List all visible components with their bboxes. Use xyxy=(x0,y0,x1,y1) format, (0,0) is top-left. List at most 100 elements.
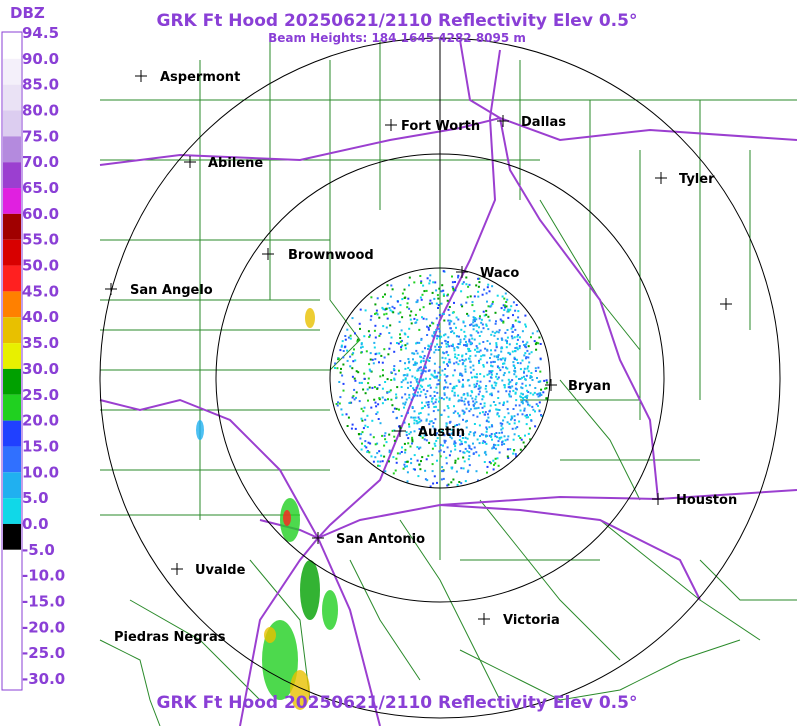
echo xyxy=(479,380,482,383)
echo xyxy=(433,395,436,397)
echo xyxy=(490,424,493,427)
echo xyxy=(433,362,436,365)
echo xyxy=(429,485,432,488)
echo xyxy=(511,427,514,430)
echo xyxy=(392,311,395,314)
echo xyxy=(451,330,454,333)
echo xyxy=(407,386,409,389)
echo xyxy=(508,422,511,425)
echo xyxy=(438,327,441,330)
city-marker xyxy=(545,379,557,391)
echo xyxy=(455,384,458,387)
echo xyxy=(463,359,466,362)
echo xyxy=(496,365,499,368)
echo xyxy=(415,420,418,422)
echo xyxy=(378,450,381,453)
echo xyxy=(505,390,508,393)
storm-cell xyxy=(283,510,291,526)
echo xyxy=(465,344,468,347)
legend-swatch xyxy=(3,188,21,214)
city-marker xyxy=(171,563,183,575)
echo xyxy=(413,281,416,284)
echo xyxy=(375,312,378,315)
echo xyxy=(466,392,469,395)
echo xyxy=(393,435,396,438)
echo xyxy=(475,451,478,454)
echo xyxy=(447,483,450,486)
echo xyxy=(441,312,444,315)
legend-swatch xyxy=(3,575,21,602)
echo xyxy=(371,419,374,422)
echo xyxy=(382,374,384,377)
echo xyxy=(395,407,398,410)
echo xyxy=(361,431,364,434)
echo xyxy=(475,395,478,398)
echo xyxy=(506,298,509,301)
echo xyxy=(413,388,416,391)
echo xyxy=(523,344,526,346)
echo xyxy=(439,374,442,376)
echo xyxy=(427,369,430,372)
echo xyxy=(378,397,381,400)
echo xyxy=(527,370,530,373)
echo xyxy=(464,480,467,483)
echo xyxy=(420,419,423,422)
echo xyxy=(468,445,471,448)
echo xyxy=(471,342,473,345)
echo xyxy=(525,423,528,426)
echo xyxy=(437,383,440,386)
echo xyxy=(525,400,528,403)
echo xyxy=(439,346,442,348)
echo xyxy=(436,432,439,435)
echo xyxy=(429,377,432,380)
echo xyxy=(412,393,415,396)
echo xyxy=(478,281,481,284)
echo xyxy=(495,432,498,434)
echo xyxy=(446,405,449,408)
echo xyxy=(367,441,370,444)
echo xyxy=(393,407,396,410)
echo xyxy=(474,348,476,351)
echo xyxy=(351,396,354,399)
city-label: Houston xyxy=(676,493,737,508)
echo xyxy=(535,341,538,344)
echo xyxy=(347,336,350,339)
echo xyxy=(496,408,499,411)
echo xyxy=(437,409,440,412)
echo xyxy=(466,343,469,346)
echo xyxy=(432,482,435,485)
echo xyxy=(386,284,389,287)
echo xyxy=(543,379,546,382)
legend-label: 80.0 xyxy=(22,102,59,120)
echo xyxy=(500,337,503,340)
echo xyxy=(515,375,518,378)
echo xyxy=(485,323,488,326)
echo xyxy=(482,364,485,366)
echo xyxy=(486,361,489,364)
echo xyxy=(386,391,389,394)
echo xyxy=(369,318,372,321)
echo xyxy=(465,340,467,343)
echo xyxy=(413,395,416,398)
legend-label: 50.0 xyxy=(22,257,59,275)
echo xyxy=(486,471,488,474)
echo xyxy=(395,457,398,460)
echo xyxy=(366,414,369,417)
echo xyxy=(401,292,404,295)
legend-swatch xyxy=(3,368,21,395)
echo xyxy=(488,380,491,383)
echo xyxy=(440,414,443,416)
echo xyxy=(481,411,484,414)
echo xyxy=(478,454,481,457)
echo xyxy=(414,376,417,379)
echo xyxy=(441,466,444,469)
echo xyxy=(378,384,381,386)
echo xyxy=(360,351,363,354)
echo xyxy=(400,381,403,384)
echo xyxy=(499,422,502,425)
echo xyxy=(426,325,428,328)
echo xyxy=(538,380,541,383)
echo xyxy=(424,393,427,396)
echo xyxy=(395,393,398,396)
echo xyxy=(408,327,411,330)
